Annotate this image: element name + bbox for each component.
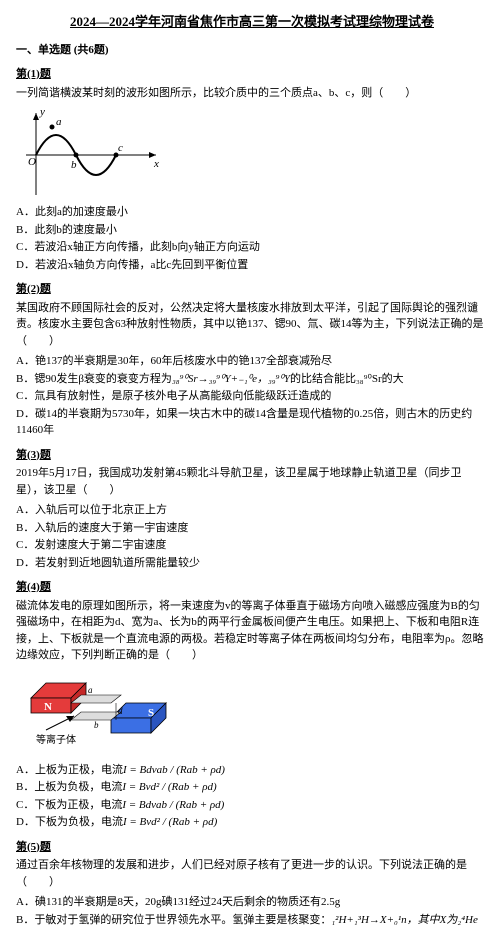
- y-arrow: [33, 113, 39, 120]
- q2-opt-b: B．锶90发生β衰变的衰变方程为₃₈⁹⁰Sr→₃₉⁹⁰Y+₋₁⁰e，₃₉⁹⁰Y的…: [16, 371, 488, 388]
- q2-options: A．铯137的半衰期是30年，60年后核废水中的铯137全部衰减殆尽 B．锶90…: [16, 353, 488, 439]
- b-label: b: [94, 720, 99, 730]
- q4-stem: 磁流体发电的原理如图所示，将一束速度为v的等离子体垂直于磁场方向喷入磁感应强度为…: [16, 598, 488, 664]
- q4-opt-c: C．下板为正极，电流I = Bdvab / (Rab + ρd): [16, 797, 488, 814]
- q3-stem: 2019年5月17日，我国成功发射第45颗北斗导航卫星，该卫星属于地球静止轨道卫…: [16, 465, 488, 498]
- q1-opt-b: B．此刻b的速度最小: [16, 222, 488, 239]
- q2-number: 第(2)题: [16, 281, 488, 298]
- q5-b-eq: ₁²H+₁³H→X+₀¹n，其中X为₂⁴He: [331, 914, 478, 926]
- q5-opt-b: B．于敏对于氢弹的研究位于世界领先水平。氢弹主要是核聚变：₁²H+₁³H→X+₀…: [16, 912, 488, 929]
- q4-a-eq: I = Bdvab / (Rab + ρd): [123, 764, 225, 776]
- y-label: y: [39, 106, 45, 118]
- x-label: x: [153, 158, 159, 170]
- q1-options: A．此刻a的加速度最小 B．此刻b的速度最小 C．若波沿x轴正方向传播，此刻b向…: [16, 204, 488, 273]
- q4-options: A．上板为正极，电流I = Bdvab / (Rab + ρd) B．上板为负极…: [16, 762, 488, 831]
- q3-opt-b: B．入轨后的速度大于第一宇宙速度: [16, 520, 488, 537]
- q5-options: A．碘131的半衰期是8天，20g碘131经过24天后剩余的物质还有2.5g B…: [16, 894, 488, 928]
- q1-opt-a: A．此刻a的加速度最小: [16, 204, 488, 221]
- q4-c-eq: I = Bdvab / (Rab + ρd): [122, 799, 224, 811]
- q2-opt-b-pre: B．锶90发生β衰变的衰变方程为: [16, 373, 172, 385]
- page-title: 2024—2024学年河南省焦作市高三第一次模拟考试理综物理试卷: [16, 12, 488, 32]
- q4-opt-d: D．下板为负极，电流I = Bvd² / (Rab + ρd): [16, 814, 488, 831]
- q4-opt-a: A．上板为正极，电流I = Bdvab / (Rab + ρd): [16, 762, 488, 779]
- q3-opt-c: C．发射速度大于第二宇宙速度: [16, 537, 488, 554]
- q4-d-pre: D．下板为负极，电流: [16, 816, 123, 828]
- q4-opt-b: B．上板为负极，电流I = Bvd² / (Rab + ρd): [16, 779, 488, 796]
- q3-number: 第(3)题: [16, 447, 488, 464]
- q1-figure: O y x a b c: [16, 105, 488, 200]
- q2-opt-d: D．碳14的半衰期为5730年，如果一块古木中的碳14含量是现代植物的0.25倍…: [16, 406, 488, 439]
- q4-a-pre: A．上板为正极，电流: [16, 764, 123, 776]
- n-label: N: [44, 701, 52, 713]
- d-label: d: [118, 706, 123, 716]
- plasma-label: 等离子体: [36, 733, 76, 746]
- q5-opt-a: A．碘131的半衰期是8天，20g碘131经过24天后剩余的物质还有2.5g: [16, 894, 488, 911]
- q5-b-pre: B．于敏对于氢弹的研究位于世界领先水平。氢弹主要是核聚变：: [16, 914, 331, 926]
- q2-stem: 某国政府不顾国际社会的反对，公然决定将大量核废水排放到太平洋，引起了国际舆论的强…: [16, 300, 488, 350]
- q2-opt-b-eq: ₃₈⁹⁰Sr→₃₉⁹⁰Y+₋₁⁰e，₃₉⁹⁰Y: [172, 373, 290, 385]
- wave-diagram: O y x a b c: [16, 105, 166, 200]
- q5-number: 第(5)题: [16, 839, 488, 856]
- q3-opt-d: D．若发射到近地圆轨道所需能量较少: [16, 555, 488, 572]
- section-header: 一、单选题 (共6题): [16, 42, 488, 59]
- q2-opt-a: A．铯137的半衰期是30年，60年后核废水中的铯137全部衰减殆尽: [16, 353, 488, 370]
- b-label: b: [71, 159, 77, 171]
- q4-number: 第(4)题: [16, 579, 488, 596]
- q5-stem: 通过百余年核物理的发展和进步，人们已经对原子核有了更进一步的认识。下列说法正确的…: [16, 857, 488, 890]
- q1-stem: 一列简谐横波某时刻的波形如图所示，比较介质中的三个质点a、b、c，则（ ）: [16, 85, 488, 102]
- magnet-s-front: [111, 718, 151, 733]
- q4-d-eq: I = Bvd² / (Rab + ρd): [123, 816, 217, 828]
- q4-b-eq: I = Bvd² / (Rab + ρd): [122, 781, 216, 793]
- q4-b-pre: B．上板为负极，电流: [16, 781, 122, 793]
- q2-opt-c: C．氚具有放射性，是原子核外电子从高能级向低能级跃迁造成的: [16, 388, 488, 405]
- point-a: [50, 125, 55, 130]
- point-b: [74, 153, 79, 158]
- q1-opt-d: D．若波沿x轴负方向传播，a比c先回到平衡位置: [16, 257, 488, 274]
- q2-opt-b-post: 的比结合能比₃₈⁹⁰Sr的大: [290, 373, 404, 385]
- q4-c-pre: C．下板为正极，电流: [16, 799, 122, 811]
- q1-opt-c: C．若波沿x轴正方向传播，此刻b向y轴正方向运动: [16, 239, 488, 256]
- c-label: c: [118, 142, 123, 154]
- origin-label: O: [28, 156, 36, 168]
- q1-number: 第(1)题: [16, 66, 488, 83]
- q3-options: A．入轨后可以位于北京正上方 B．入轨后的速度大于第一宇宙速度 C．发射速度大于…: [16, 502, 488, 571]
- q3-opt-a: A．入轨后可以位于北京正上方: [16, 502, 488, 519]
- a-label: a: [88, 685, 93, 695]
- a-label: a: [56, 116, 62, 128]
